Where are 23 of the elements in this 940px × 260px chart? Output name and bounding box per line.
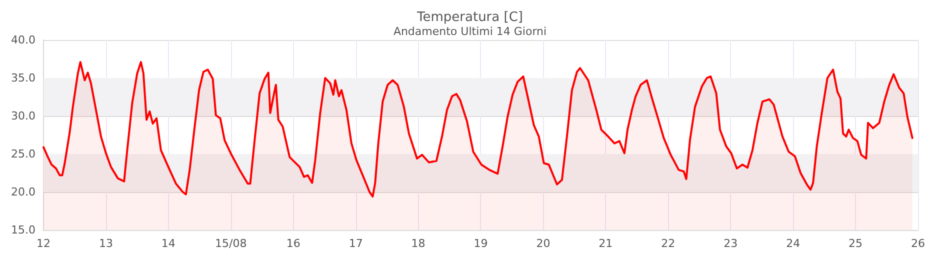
x-tick-label: 16	[286, 237, 300, 250]
x-tick-label: 25	[848, 237, 863, 250]
x-tick-label: 13	[98, 237, 113, 250]
y-tick-label: 35.0	[10, 72, 36, 84]
y-tick-label: 30.0	[10, 110, 36, 122]
x-tick-label: 19	[474, 237, 488, 250]
x-tick-label: 14	[161, 237, 176, 250]
x-tick-label: 26	[911, 237, 925, 250]
x-tick-label: 23	[724, 237, 738, 250]
x-tick-label: 24	[786, 237, 800, 250]
x-tick-label: 18	[411, 237, 426, 250]
x-tick-label: 20	[536, 237, 550, 250]
y-tick-label: 15.0	[10, 224, 36, 236]
x-tick-label: 21	[598, 237, 613, 250]
x-tick-label: 12	[36, 237, 50, 250]
x-tick-label: 17	[348, 237, 363, 250]
y-tick-label: 40.0	[10, 34, 36, 46]
chart-title: Temperatura [C]	[416, 10, 523, 25]
x-tick-label: 15/08	[215, 237, 247, 250]
chart-subtitle: Andamento Ultimi 14 Giorni	[393, 25, 547, 38]
y-tick-label: 20.0	[10, 186, 36, 198]
x-tick-label: 22	[661, 237, 676, 250]
y-tick-label: 25.0	[10, 148, 36, 160]
